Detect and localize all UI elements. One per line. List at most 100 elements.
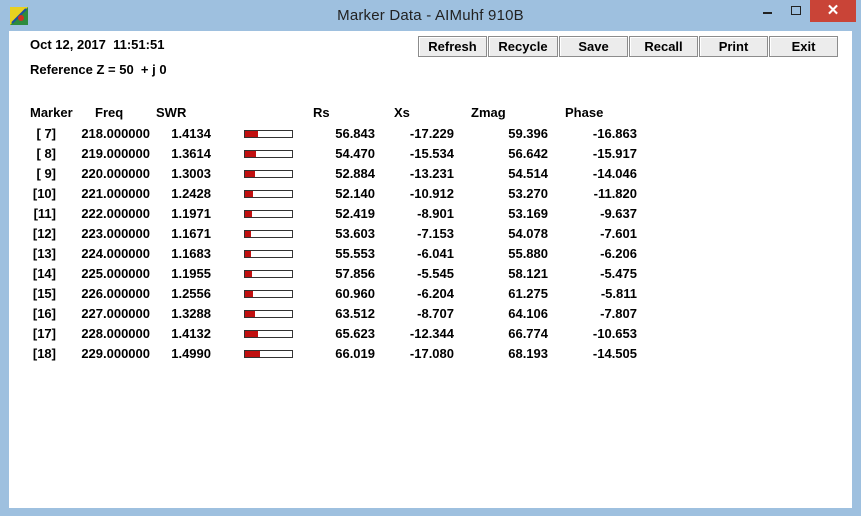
swr-bar	[244, 130, 293, 138]
swr-bar	[244, 310, 293, 318]
xs-cell: -8.901	[417, 206, 454, 221]
phase-cell: -6.206	[600, 246, 637, 261]
xs-cell: -6.204	[417, 286, 454, 301]
app-logo-icon	[10, 7, 28, 25]
marker-cell: [18]	[32, 346, 56, 361]
swr-bar-fill	[245, 231, 251, 237]
xs-cell: -17.229	[409, 126, 454, 141]
header-marker: Marker	[30, 105, 73, 120]
table-row: [11] 222.000000 1.1971 52.419 -8.901 53.169 -9…	[9, 206, 852, 226]
table-row: [ 7] 218.000000 1.4134 56.843 -17.229 59.396 -…	[9, 126, 852, 146]
phase-cell: -9.637	[600, 206, 637, 221]
marker-cell: [14]	[32, 266, 56, 281]
swr-bar	[244, 330, 293, 338]
freq-cell: 225.000000	[81, 266, 150, 281]
reference-impedance: Reference Z = 50 + j 0	[30, 62, 167, 77]
xs-cell: -6.041	[417, 246, 454, 261]
table-row: [17] 228.000000 1.4132 65.623 -12.344 66.774 -…	[9, 326, 852, 346]
phase-cell: -5.811	[600, 286, 637, 301]
swr-bar-fill	[245, 251, 251, 257]
phase-cell: -15.917	[592, 146, 637, 161]
phase-cell: -5.475	[600, 266, 637, 281]
rs-cell: 65.623	[335, 326, 375, 341]
rs-cell: 63.512	[335, 306, 375, 321]
recycle-button[interactable]: Recycle	[488, 36, 558, 57]
zmag-cell: 53.169	[508, 206, 548, 221]
swr-bar-fill	[245, 171, 255, 177]
header-zmag: Zmag	[471, 105, 506, 120]
swr-cell: 1.4990	[171, 346, 211, 361]
swr-bar-fill	[245, 311, 256, 317]
table-row: [15] 226.000000 1.2556 60.960 -6.204 61.275 -5…	[9, 286, 852, 306]
header-freq: Freq	[95, 105, 124, 120]
swr-bar	[244, 250, 293, 258]
zmag-cell: 61.275	[508, 286, 548, 301]
zmag-cell: 68.193	[508, 346, 548, 361]
swr-bar	[244, 290, 293, 298]
zmag-cell: 58.121	[508, 266, 548, 281]
swr-bar-fill	[245, 291, 254, 297]
refresh-button[interactable]: Refresh	[418, 36, 487, 57]
swr-cell: 1.1971	[171, 206, 211, 221]
phase-cell: -10.653	[592, 326, 637, 341]
freq-cell: 223.000000	[81, 226, 150, 241]
rs-cell: 55.553	[335, 246, 375, 261]
close-icon: ✕	[826, 2, 840, 19]
phase-cell: -14.505	[592, 346, 637, 361]
marker-cell: [11]	[33, 206, 56, 221]
swr-bar	[244, 170, 293, 178]
swr-bar-fill	[245, 191, 254, 197]
table-row: [ 9] 220.000000 1.3003 52.884 -13.231 54.514 -…	[9, 166, 852, 186]
swr-cell: 1.3003	[171, 166, 211, 181]
xs-cell: -15.534	[409, 146, 454, 161]
freq-cell: 228.000000	[81, 326, 150, 341]
print-button[interactable]: Print	[699, 36, 768, 57]
zmag-cell: 64.106	[508, 306, 548, 321]
rs-cell: 57.856	[335, 266, 375, 281]
freq-cell: 222.000000	[81, 206, 150, 221]
swr-cell: 1.1671	[171, 226, 211, 241]
marker-cell: [ 8]	[36, 146, 57, 161]
marker-cell: [17]	[32, 326, 56, 341]
phase-cell: -16.863	[592, 126, 637, 141]
swr-cell: 1.2556	[171, 286, 211, 301]
swr-bar-fill	[245, 151, 257, 157]
xs-cell: -13.231	[409, 166, 454, 181]
zmag-cell: 54.514	[508, 166, 548, 181]
swr-bar	[244, 150, 293, 158]
marker-cell: [ 7]	[36, 126, 57, 141]
zmag-cell: 66.774	[508, 326, 548, 341]
swr-cell: 1.3614	[171, 146, 211, 161]
title-bar[interactable]: Marker Data - AIMuhf 910B ✕	[0, 0, 861, 31]
xs-cell: -17.080	[409, 346, 454, 361]
recall-button[interactable]: Recall	[629, 36, 698, 57]
swr-cell: 1.4134	[171, 126, 211, 141]
phase-cell: -7.807	[600, 306, 637, 321]
rs-cell: 52.140	[335, 186, 375, 201]
freq-cell: 221.000000	[81, 186, 150, 201]
rs-cell: 52.884	[335, 166, 375, 181]
table-row: [16] 227.000000 1.3288 63.512 -8.707 64.106 -7…	[9, 306, 852, 326]
freq-cell: 224.000000	[81, 246, 150, 261]
minimize-button[interactable]	[752, 0, 782, 22]
maximize-button[interactable]	[782, 0, 810, 22]
zmag-cell: 54.078	[508, 226, 548, 241]
header-xs: Xs	[394, 105, 410, 120]
freq-cell: 226.000000	[81, 286, 150, 301]
swr-cell: 1.1955	[171, 266, 211, 281]
zmag-cell: 59.396	[508, 126, 548, 141]
freq-cell: 227.000000	[81, 306, 150, 321]
save-button[interactable]: Save	[559, 36, 628, 57]
header-rs: Rs	[313, 105, 330, 120]
rs-cell: 60.960	[335, 286, 375, 301]
swr-bar-fill	[245, 271, 252, 277]
swr-cell: 1.4132	[171, 326, 211, 341]
rs-cell: 52.419	[335, 206, 375, 221]
header-phase: Phase	[565, 105, 604, 120]
table-row: [13] 224.000000 1.1683 55.553 -6.041 55.880 -6…	[9, 246, 852, 266]
exit-button[interactable]: Exit	[769, 36, 838, 57]
close-button[interactable]: ✕	[810, 0, 856, 22]
marker-cell: [13]	[32, 246, 56, 261]
marker-cell: [10]	[32, 186, 56, 201]
